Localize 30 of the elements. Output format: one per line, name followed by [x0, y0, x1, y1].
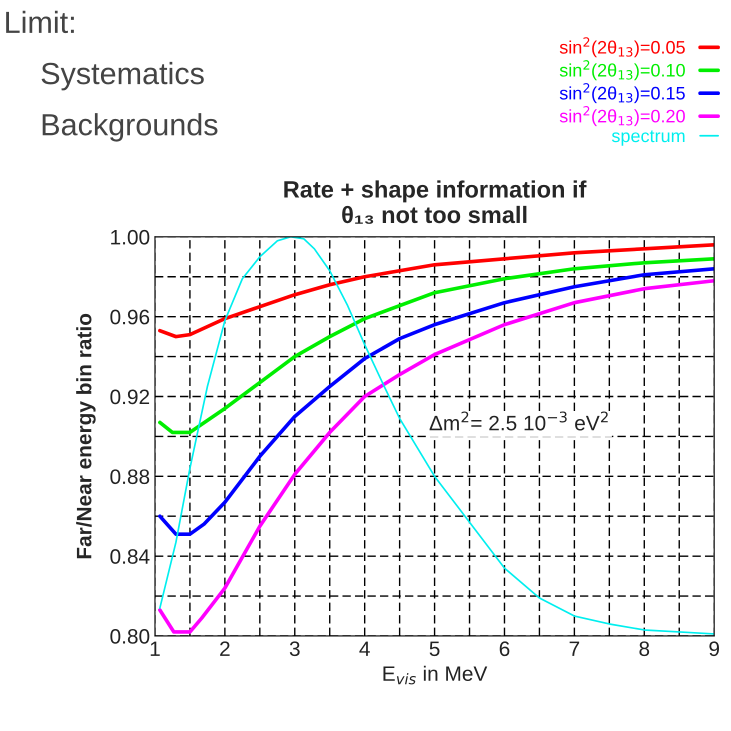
line-series — [158, 256, 714, 434]
x-tick-label: 7 — [570, 642, 580, 656]
annotation: Δm$^{2}$= 2.5 10$^{−3}$ eV$^{2}$ — [430, 411, 608, 430]
x-tick-label: 9 — [709, 641, 719, 656]
x-tick-label: 6 — [500, 641, 510, 656]
y-tick-label: 0.96 — [110, 310, 150, 324]
x-tick-label: 2 — [220, 641, 230, 656]
text: Systematics — [42, 62, 204, 90]
y-tick-label: 1.00 — [111, 230, 150, 245]
legend-label: sin$^{2}$(2θ$_{13}$)=0.10 — [560, 60, 685, 80]
legend-label: sin$^{2}$(2θ$_{13}$)=0.05 — [560, 37, 685, 58]
chart-title: Rate + shape information if θ₁₃ not too small — [284, 180, 586, 224]
y-tick-label: 0.88 — [110, 469, 150, 484]
y-tick-label: 0.92 — [110, 389, 150, 404]
legend-label: sin$^{2}$(2θ$_{13}$)=0.15 — [560, 83, 685, 104]
text: Limit: — [6, 10, 74, 34]
x-tick-label: 4 — [359, 642, 370, 656]
y-tick-label: 0.84 — [110, 549, 150, 564]
y-axis-title: Far/Near energy bin ratio — [76, 314, 96, 558]
x-tick-label: 3 — [290, 641, 300, 656]
legend-label: sin$^{2}$(2θ$_{13}$)=0.20 — [560, 106, 685, 126]
x-tick-label: 5 — [430, 642, 440, 656]
text: Backgrounds — [42, 113, 218, 142]
line-series — [158, 243, 714, 338]
x-tick-label: 1 — [150, 642, 160, 656]
x-axis-title: E$_{vis}$ in MeV — [383, 666, 488, 684]
y-tick-label: 0.80 — [110, 628, 150, 644]
line-series — [158, 266, 714, 536]
x-tick-label: 8 — [639, 641, 650, 656]
legend-label: spectrum — [612, 130, 684, 146]
